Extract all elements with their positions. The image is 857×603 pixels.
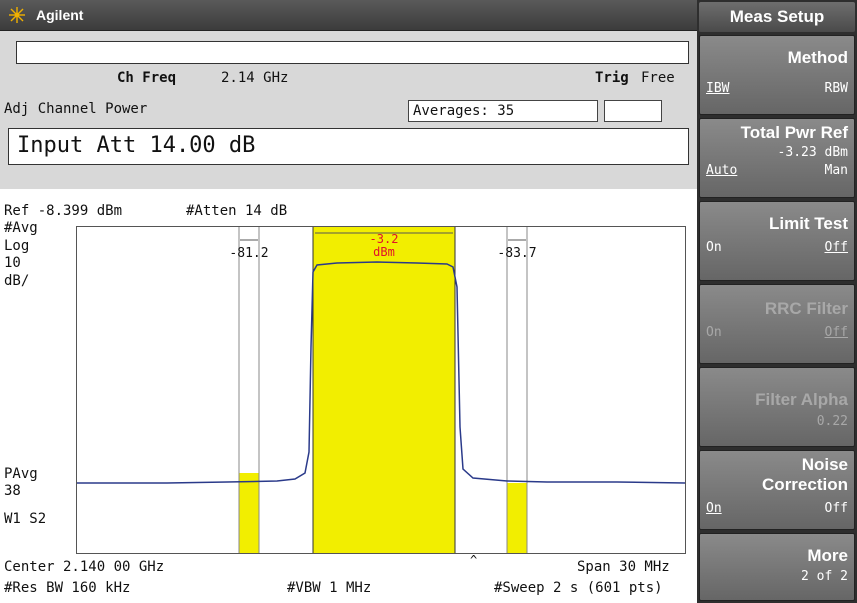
input-att-box: Input Att 14.00 dB bbox=[8, 128, 689, 165]
ref-level: Ref -8.399 dBm bbox=[4, 203, 123, 219]
w1-s2-flags: W1 S2 bbox=[4, 511, 47, 527]
averages-box: Averages: 35 bbox=[408, 100, 598, 122]
limit-test-softkey[interactable]: Limit Test On Off bbox=[699, 201, 855, 281]
rrc-filter-option-off: Off bbox=[824, 325, 848, 340]
center-frequency: Center 2.140 00 GHz bbox=[4, 559, 165, 575]
title-bar: Agilent bbox=[0, 0, 697, 31]
total-pwr-ref-softkey[interactable]: Total Pwr Ref -3.23 dBm Auto Man bbox=[699, 118, 855, 198]
pavg-count: 38 bbox=[4, 483, 21, 499]
upper-adj-channel-power: -83.7 bbox=[497, 246, 536, 261]
method-option-ibw: IBW bbox=[706, 81, 730, 96]
limit-test-option-on: On bbox=[706, 240, 722, 255]
method-softkey[interactable]: Method IBW RBW bbox=[699, 35, 855, 115]
sweep-time: #Sweep 2 s (601 pts) bbox=[494, 580, 663, 596]
input-att-text: Input Att 14.00 dB bbox=[17, 133, 256, 158]
noise-correction-softkey[interactable]: Noise Correction On Off bbox=[699, 450, 855, 530]
ch-freq-label: Ch Freq bbox=[117, 70, 177, 86]
vbw: #VBW 1 MHz bbox=[287, 580, 372, 596]
pavg-label: PAvg bbox=[4, 466, 38, 482]
lower-adj-channel-power: -81.2 bbox=[229, 246, 268, 261]
method-option-rbw: RBW bbox=[824, 81, 848, 96]
softkey-panel: Meas Setup Method IBW RBW Total Pwr Ref … bbox=[697, 0, 857, 603]
menu-title: Meas Setup bbox=[699, 2, 855, 32]
spectrum-trace bbox=[77, 261, 685, 484]
averages-extra-box bbox=[604, 100, 662, 122]
noise-correction-option-off: Off bbox=[824, 501, 848, 516]
more-page-indicator: 2 of 2 bbox=[801, 569, 848, 584]
res-bw: #Res BW 160 kHz bbox=[4, 580, 131, 596]
brand-name: Agilent bbox=[36, 7, 84, 23]
filter-alpha-softkey[interactable]: Filter Alpha 0.22 bbox=[699, 367, 855, 447]
averages-count: Averages: 35 bbox=[413, 103, 515, 119]
noise-correction-label-line2: Correction bbox=[762, 475, 848, 494]
filter-alpha-value: 0.22 bbox=[816, 414, 848, 429]
rrc-filter-label: RRC Filter bbox=[764, 299, 848, 318]
ch-freq-value: 2.14 GHz bbox=[221, 70, 289, 86]
measurement-name: Adj Channel Power bbox=[4, 101, 148, 117]
trig-value: Free bbox=[641, 70, 675, 86]
agilent-spark-icon bbox=[9, 7, 25, 23]
center-marker: ^ bbox=[470, 553, 478, 567]
atten-value: #Atten 14 dB bbox=[186, 203, 288, 219]
info-area: Ch Freq 2.14 GHz Trig Free Adj Channel P… bbox=[0, 31, 697, 189]
filter-alpha-label: Filter Alpha bbox=[755, 390, 848, 409]
rrc-filter-option-on: On bbox=[706, 325, 722, 340]
upper-adj-channel-fill bbox=[507, 483, 527, 553]
spectrum-plot: -3.2 dBm -81.2 -83.7 bbox=[77, 227, 685, 553]
rrc-filter-softkey[interactable]: RRC Filter On Off bbox=[699, 284, 855, 364]
limit-test-option-off: Off bbox=[824, 240, 848, 255]
total-pwr-ref-value: -3.23 dBm bbox=[777, 145, 848, 160]
noise-correction-option-on: On bbox=[706, 501, 722, 516]
method-label: Method bbox=[787, 48, 848, 67]
total-pwr-ref-option-man: Man bbox=[824, 163, 848, 178]
span-value: Span 30 MHz bbox=[577, 559, 670, 575]
message-box bbox=[16, 41, 689, 64]
scale-unit: dB/ bbox=[4, 273, 30, 289]
main-channel-unit: dBm bbox=[373, 245, 395, 259]
lower-adj-channel-fill bbox=[239, 473, 259, 553]
total-pwr-ref-label: Total Pwr Ref bbox=[740, 123, 848, 142]
spectrum-display: -3.2 dBm -81.2 -83.7 bbox=[76, 226, 686, 554]
noise-correction-label-line1: Noise bbox=[801, 455, 848, 474]
limit-test-label: Limit Test bbox=[768, 214, 848, 233]
scale-type: Log bbox=[4, 238, 30, 254]
more-softkey[interactable]: More 2 of 2 bbox=[699, 533, 855, 601]
total-pwr-ref-option-auto: Auto bbox=[706, 163, 738, 178]
more-label: More bbox=[807, 546, 848, 565]
trig-label: Trig bbox=[595, 70, 629, 86]
scale-value: 10 bbox=[4, 255, 21, 271]
main-channel-fill bbox=[313, 227, 455, 553]
main-channel-power: -3.2 bbox=[370, 232, 399, 246]
avg-flag: #Avg bbox=[4, 220, 38, 236]
analyzer-screen: Ch Freq 2.14 GHz Trig Free Adj Channel P… bbox=[0, 31, 697, 603]
